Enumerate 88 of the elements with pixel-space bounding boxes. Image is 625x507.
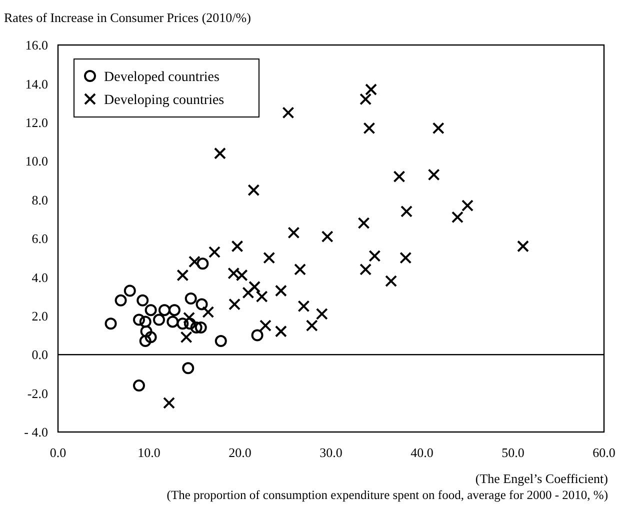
point (242, 286, 254, 299)
point (190, 322, 202, 334)
x-axis-title: (The Engel’s Coefficient) (475, 471, 608, 486)
point (188, 256, 200, 268)
point (183, 312, 196, 324)
text: (The proportion of consumption expenditure spent on food, average for 2000 - 2010, %) (166, 488, 608, 502)
y-tick-label: 2.0 (32, 308, 48, 324)
point (139, 335, 152, 348)
y-tick-label: 0.0 (32, 347, 48, 362)
point (316, 308, 328, 320)
point (358, 217, 370, 230)
point (163, 396, 176, 409)
y-tick-label: 8.0 (32, 192, 48, 208)
point (321, 230, 334, 243)
point (282, 106, 294, 119)
point (194, 322, 207, 334)
point (385, 275, 398, 288)
point (176, 318, 189, 330)
point (517, 240, 530, 252)
point (306, 320, 318, 332)
y-tick-label: - 4.0 (24, 424, 48, 440)
point (153, 314, 166, 326)
point (144, 331, 157, 344)
y-tick-label: 6.0 (32, 231, 48, 246)
y-tick-label: 16.0 (25, 38, 48, 53)
point (132, 380, 145, 392)
point (365, 84, 378, 96)
point (368, 250, 381, 262)
x-tick-label: 60.0 (592, 445, 616, 460)
point (428, 168, 440, 181)
point (196, 258, 209, 270)
y-tick-label: 12.0 (25, 114, 48, 130)
point (228, 298, 241, 310)
x-tick-label: 10.0 (138, 445, 160, 460)
point (288, 226, 300, 239)
point (180, 331, 192, 344)
point (462, 200, 474, 212)
point (168, 304, 180, 316)
x-tick-label: 40.0 (410, 445, 434, 460)
y-tick-label: 4.0 (32, 270, 48, 285)
point (124, 284, 136, 297)
point (182, 362, 194, 374)
point (136, 294, 149, 306)
point (166, 316, 179, 328)
point (202, 306, 214, 318)
point (393, 170, 406, 183)
point (158, 304, 170, 316)
point (256, 290, 268, 303)
x-tick-label: 50.0 (502, 445, 524, 460)
y-axis-title: Rates of Increase in Consumer Prices (2010/%) (4, 10, 251, 25)
legend-label: Developed countries (104, 70, 220, 85)
point (214, 335, 227, 348)
legend-label: Developing countries (104, 92, 224, 108)
point (248, 280, 261, 293)
x-tick-label: 20.0 (228, 445, 252, 460)
point (400, 252, 412, 264)
point (132, 314, 145, 326)
x-tick-label: 30.0 (320, 445, 342, 460)
point (214, 147, 226, 160)
point (176, 269, 189, 282)
point (294, 263, 306, 276)
point (400, 205, 413, 218)
point (274, 284, 287, 297)
point (259, 320, 272, 332)
point (298, 300, 310, 312)
point (231, 240, 244, 252)
point (208, 246, 221, 258)
point (104, 318, 117, 330)
point (360, 263, 372, 276)
point (184, 318, 196, 330)
point (196, 298, 208, 310)
point (144, 304, 157, 316)
point (432, 122, 444, 134)
point (114, 294, 127, 306)
point (140, 325, 152, 338)
point (363, 122, 376, 134)
y-tick-label: -2.0 (27, 386, 48, 401)
point (248, 184, 260, 196)
point (451, 211, 464, 224)
y-tick-label: 14.0 (25, 76, 48, 92)
x-tick-label: 0.0 (50, 445, 66, 460)
point (263, 252, 276, 264)
y-tick-label: 10.0 (25, 154, 48, 169)
point (184, 292, 197, 304)
point (251, 329, 264, 342)
point (274, 325, 287, 338)
point (360, 93, 372, 106)
point (139, 316, 152, 328)
